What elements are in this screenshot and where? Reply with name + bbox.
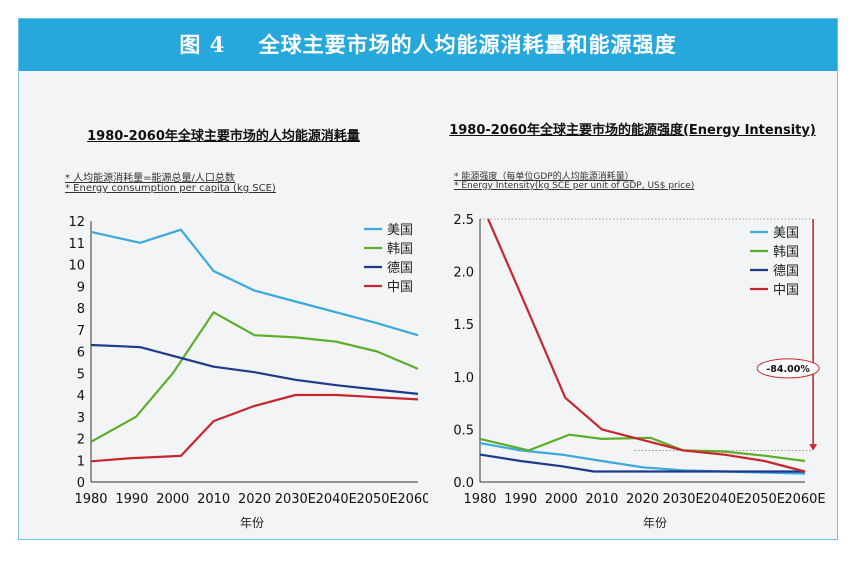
x-tick-label: 2030E: [662, 492, 703, 507]
right-chart-panel: 1980-2060年全球主要市场的能源强度(Energy Intensity) …: [428, 71, 837, 537]
x-tick-label: 1990: [504, 492, 537, 507]
series-line-1: [90, 228, 419, 337]
x-tick-label: 2010: [197, 492, 230, 507]
right-chart-title: 1980-2060年全球主要市场的能源强度(Energy Intensity): [449, 123, 816, 138]
x-tick-label: 2010: [585, 492, 618, 507]
left-chart-title: 1980-2060年全球主要市场的人均能源消耗量: [87, 129, 360, 144]
right-chart-note-1: * 能源强度（每单位GDP的人均能源消耗量）: [454, 172, 634, 182]
y-tick-label: 2.5: [453, 213, 474, 228]
x-tick-label: 2000: [545, 492, 578, 507]
x-tick-label: 1980: [463, 492, 496, 507]
y-tick-label: 10: [68, 259, 85, 274]
legend-label-2: 韩国: [773, 245, 799, 260]
left-chart-note-1: * 人均能源消耗量=能源总量/人口总数: [65, 173, 235, 184]
y-tick-label: 1.5: [453, 318, 474, 333]
x-tick-label: 2050E: [744, 492, 785, 507]
x-tick-label: 2030E: [275, 492, 316, 507]
y-tick-label: 2: [77, 433, 85, 448]
figure-title: 全球主要市场的人均能源消耗量和能源强度: [258, 32, 677, 57]
series-line-2: [479, 433, 806, 463]
y-tick-label: 6: [77, 346, 85, 361]
y-tick-label: 4: [77, 389, 85, 404]
x-axis-label: 年份: [240, 516, 264, 530]
left-chart-panel: 1980-2060年全球主要市场的人均能源消耗量 * 人均能源消耗量=能源总量/…: [19, 71, 428, 537]
legend-label-3: 德国: [773, 264, 799, 279]
series-line-3: [90, 343, 419, 395]
y-tick-label: 2.0: [453, 266, 474, 281]
series-line-3: [479, 453, 805, 473]
series-line-2: [90, 311, 419, 443]
x-tick-label: 2020: [238, 492, 271, 507]
x-tick-label: 2040E: [316, 492, 357, 507]
legend-label-1: 美国: [773, 226, 799, 241]
legend-label-4: 中国: [387, 280, 413, 295]
legend-label-3: 德国: [387, 261, 413, 276]
y-tick-label: 11: [68, 237, 85, 252]
y-tick-label: 5: [77, 367, 85, 382]
y-tick-label: 9: [77, 280, 85, 295]
x-tick-label: 2060E: [397, 492, 428, 507]
y-tick-label: 0.5: [453, 423, 474, 438]
left-chart-note-2: * Energy consumption per capita (kg SCE): [65, 183, 276, 194]
figure-frame: 图 4 全球主要市场的人均能源消耗量和能源强度 1980-2060年全球主要市场…: [18, 18, 838, 540]
y-tick-label: 0.0: [453, 476, 474, 491]
y-tick-label: 3: [77, 411, 85, 426]
x-tick-label: 2060E: [784, 492, 825, 507]
y-tick-label: 7: [77, 324, 85, 339]
right-chart-note-2: * Energy Intensity(kg SCE per unit of GD…: [454, 181, 695, 191]
y-tick-label: 0: [77, 476, 85, 491]
x-tick-label: 2040E: [703, 492, 744, 507]
legend-label-2: 韩国: [387, 242, 413, 257]
legend-label-4: 中国: [773, 283, 799, 298]
x-tick-label: 1990: [115, 492, 148, 507]
x-tick-label: 1980: [74, 492, 107, 507]
figure-number: 图 4: [179, 32, 226, 57]
y-tick-label: 1.0: [453, 371, 474, 386]
x-axis-label: 年份: [643, 516, 667, 530]
reduction-badge-label: -84.00%: [766, 364, 810, 375]
series-line-4: [487, 218, 806, 473]
y-tick-label: 1: [77, 454, 85, 469]
y-tick-label: 8: [77, 302, 85, 317]
reduction-badge: [756, 358, 820, 379]
reduction-arrow-head: [809, 444, 818, 451]
legend-label-1: 美国: [387, 223, 413, 238]
x-tick-label: 2050E: [356, 492, 397, 507]
y-tick-label: 12: [68, 215, 85, 230]
series-line-1: [479, 442, 806, 475]
series-line-4: [90, 393, 419, 463]
x-tick-label: 2000: [156, 492, 189, 507]
figure-banner: 图 4 全球主要市场的人均能源消耗量和能源强度: [19, 19, 837, 71]
x-tick-label: 2020: [626, 492, 659, 507]
